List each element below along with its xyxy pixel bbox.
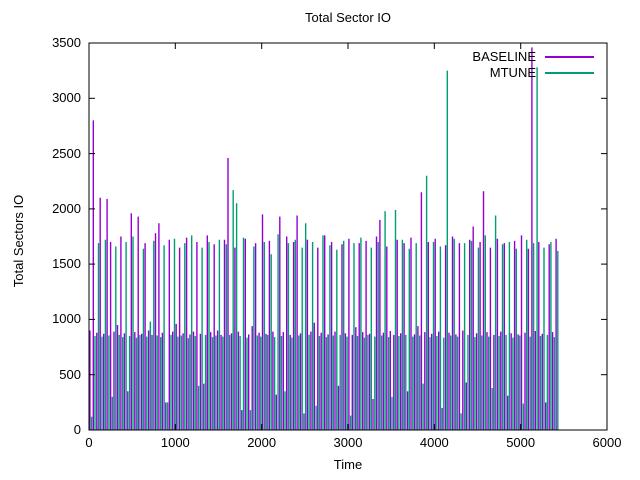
x-tick-label: 5000 — [506, 435, 536, 450]
legend-line-sample-baseline — [545, 56, 594, 58]
x-tick-label: 0 — [85, 435, 93, 450]
legend: BASELINE MTUNE — [472, 49, 594, 81]
x-tick-label: 6000 — [592, 435, 622, 450]
legend-label-mtune: MTUNE — [489, 65, 536, 80]
x-tick-label: 4000 — [419, 435, 449, 450]
x-tick-label: 2000 — [247, 435, 277, 450]
legend-entry-mtune: MTUNE — [472, 65, 594, 81]
y-tick-label: 1000 — [52, 311, 81, 327]
legend-entry-baseline: BASELINE — [472, 49, 594, 65]
y-tick-label: 3000 — [52, 90, 81, 106]
y-tick-label: 2000 — [52, 200, 81, 216]
x-axis-title: Time — [333, 457, 363, 472]
y-tick-label: 3500 — [52, 35, 81, 50]
y-tick-label: 1500 — [52, 256, 81, 272]
y-tick-label: 500 — [59, 366, 81, 382]
y-tick-label: 2500 — [52, 145, 81, 161]
x-tick-label: 1000 — [160, 435, 190, 450]
legend-line-sample-mtune — [545, 72, 594, 74]
y-axis-title: Total Sectors IO — [11, 194, 26, 288]
y-tick-label: 0 — [73, 422, 81, 437]
legend-label-baseline: BASELINE — [472, 49, 536, 64]
x-tick-label: 3000 — [333, 435, 363, 450]
chart-title: Total Sector IO — [305, 10, 391, 25]
